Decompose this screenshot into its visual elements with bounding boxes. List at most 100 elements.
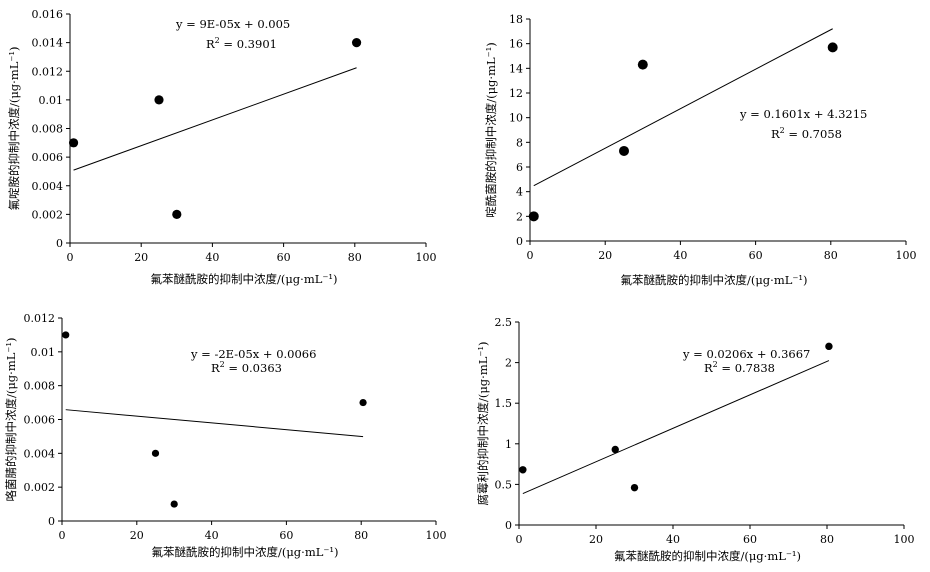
trendline (65, 409, 364, 438)
x-tick-label: 100 (426, 529, 447, 542)
data-point (62, 331, 70, 339)
y-tick-label: 0.016 (32, 8, 64, 21)
data-point (68, 138, 79, 148)
y-tick-label: 0.01 (39, 94, 64, 107)
data-point (825, 342, 833, 351)
r-squared-symbol: R (206, 37, 215, 51)
y-tick-label: 0.002 (24, 481, 56, 494)
chart-3: 0 0.002 0.004 0.006 0.008 0.01 0.012 0 20 40 60 80 1… (4, 312, 447, 559)
trendline-equation: y = -2E-05x + 0.0066 (190, 347, 316, 361)
x-tick-label: 40 (205, 251, 219, 264)
r-squared-exponent: 2 (713, 360, 718, 369)
x-axis-label: 氟苯醚酰胺的抑制中浓度/(μg·mL⁻¹) (151, 545, 338, 559)
trendline (522, 360, 830, 495)
y-tick-label: 0 (505, 519, 512, 532)
r-squared-symbol: R (704, 361, 713, 375)
data-point (172, 209, 182, 219)
r-squared-value: = 0.7838 (718, 361, 775, 375)
y-tick-label: 0.008 (32, 123, 64, 136)
r-squared-label: R2 = 0.7058 (771, 126, 842, 141)
y-axis-label: 啶酰菌胺的抑制中浓度/(μg·mL⁻¹) (484, 42, 498, 218)
data-point (637, 59, 648, 70)
y-axis-label: 咯菌腈的抑制中浓度/(μg·mL⁻¹) (4, 337, 18, 501)
data-point (611, 445, 619, 454)
x-tick-label: 60 (277, 251, 291, 264)
y-tick-label: 2 (516, 210, 523, 223)
y-tick-label: 10 (509, 112, 523, 125)
y-tick-label: 16 (509, 38, 523, 51)
x-tick-label: 40 (205, 529, 219, 542)
y-tick-label: 18 (509, 13, 523, 26)
y-axis-label: 腐霉利的抑制中浓度/(μg·mL⁻¹) (476, 341, 490, 505)
r-squared-symbol: R (771, 127, 780, 141)
trendline (73, 67, 357, 171)
x-tick-label: 60 (743, 533, 757, 546)
data-point (154, 95, 164, 105)
y-tick-label: 0.014 (32, 37, 64, 50)
data-point (827, 42, 838, 53)
y-axis-label: 氟啶胺的抑制中浓度/(μg·mL⁻¹) (7, 46, 21, 210)
data-point (170, 500, 178, 508)
x-tick-label: 60 (279, 529, 293, 542)
r-squared-label: R2 = 0.7838 (704, 360, 775, 375)
y-tick-label: 6 (516, 161, 523, 174)
x-tick-label: 0 (527, 249, 534, 262)
y-tick-label: 12 (509, 87, 523, 100)
x-tick-label: 0 (516, 533, 523, 546)
data-point (528, 211, 539, 222)
data-point (351, 38, 362, 48)
y-tick-label: 0 (48, 515, 55, 528)
x-tick-label: 80 (824, 249, 838, 262)
y-tick-label: 0.012 (24, 312, 56, 325)
chart-1: 0 0.002 0.004 0.006 0.008 0.01 0.012 0.014 0.016… (7, 8, 437, 286)
x-tick-label: 100 (894, 533, 915, 546)
r-squared-exponent: 2 (780, 126, 785, 135)
data-point (359, 398, 367, 407)
y-tick-label: 0 (56, 237, 63, 250)
y-tick-label: 0.006 (24, 414, 56, 427)
y-tick-label: 14 (509, 62, 523, 75)
y-tick-label: 1.5 (495, 397, 513, 410)
r-squared-label: R2 = 0.0363 (211, 360, 282, 375)
x-axis-label: 氟苯醚酰胺的抑制中浓度/(μg·mL⁻¹) (614, 549, 801, 563)
x-tick-label: 20 (130, 529, 144, 542)
chart-2: 0 2 4 6 8 10 12 14 16 18 0 20 40 60 80 100 氟苯醚酰胺的抑制中浓度/(… (484, 13, 917, 287)
x-tick-label: 20 (134, 251, 148, 264)
trendline (533, 28, 833, 187)
y-tick-label: 0 (516, 235, 523, 248)
r-squared-symbol: R (211, 361, 220, 375)
data-point (519, 466, 527, 474)
x-tick-label: 100 (416, 251, 437, 264)
x-tick-label: 40 (666, 533, 680, 546)
r-squared-value: = 0.0363 (225, 361, 282, 375)
trendline-equation: y = 9E-05x + 0.005 (175, 17, 290, 31)
x-tick-label: 20 (598, 249, 612, 262)
trendline-equation: y = 0.0206x + 0.3667 (682, 347, 810, 361)
x-tick-label: 0 (67, 251, 74, 264)
r-squared-label: R2 = 0.3901 (206, 36, 277, 51)
y-tick-label: 0.002 (32, 208, 64, 221)
y-tick-label: 4 (516, 186, 523, 199)
y-tick-label: 0.004 (24, 447, 56, 460)
x-tick-label: 80 (348, 251, 362, 264)
y-tick-label: 0.5 (495, 478, 513, 491)
x-tick-label: 100 (896, 249, 917, 262)
y-tick-label: 0.008 (24, 380, 56, 393)
x-axis-label: 氟苯醚酰胺的抑制中浓度/(μg·mL⁻¹) (620, 273, 807, 287)
x-tick-label: 20 (589, 533, 603, 546)
r-squared-value: = 0.7058 (785, 127, 842, 141)
r-squared-exponent: 2 (215, 36, 220, 45)
x-axis-label: 氟苯醚酰胺的抑制中浓度/(μg·mL⁻¹) (150, 272, 337, 286)
r-squared-exponent: 2 (220, 360, 225, 369)
y-tick-label: 2.5 (495, 316, 513, 329)
r-squared-value: = 0.3901 (220, 37, 277, 51)
data-point (151, 449, 160, 457)
y-tick-label: 0.01 (31, 346, 56, 359)
y-tick-label: 0.012 (32, 65, 64, 78)
trendline-equation: y = 0.1601x + 4.3215 (739, 107, 867, 121)
y-tick-label: 8 (516, 136, 523, 149)
y-tick-label: 1 (505, 438, 512, 451)
y-tick-label: 2 (505, 357, 512, 370)
x-tick-label: 60 (749, 249, 763, 262)
